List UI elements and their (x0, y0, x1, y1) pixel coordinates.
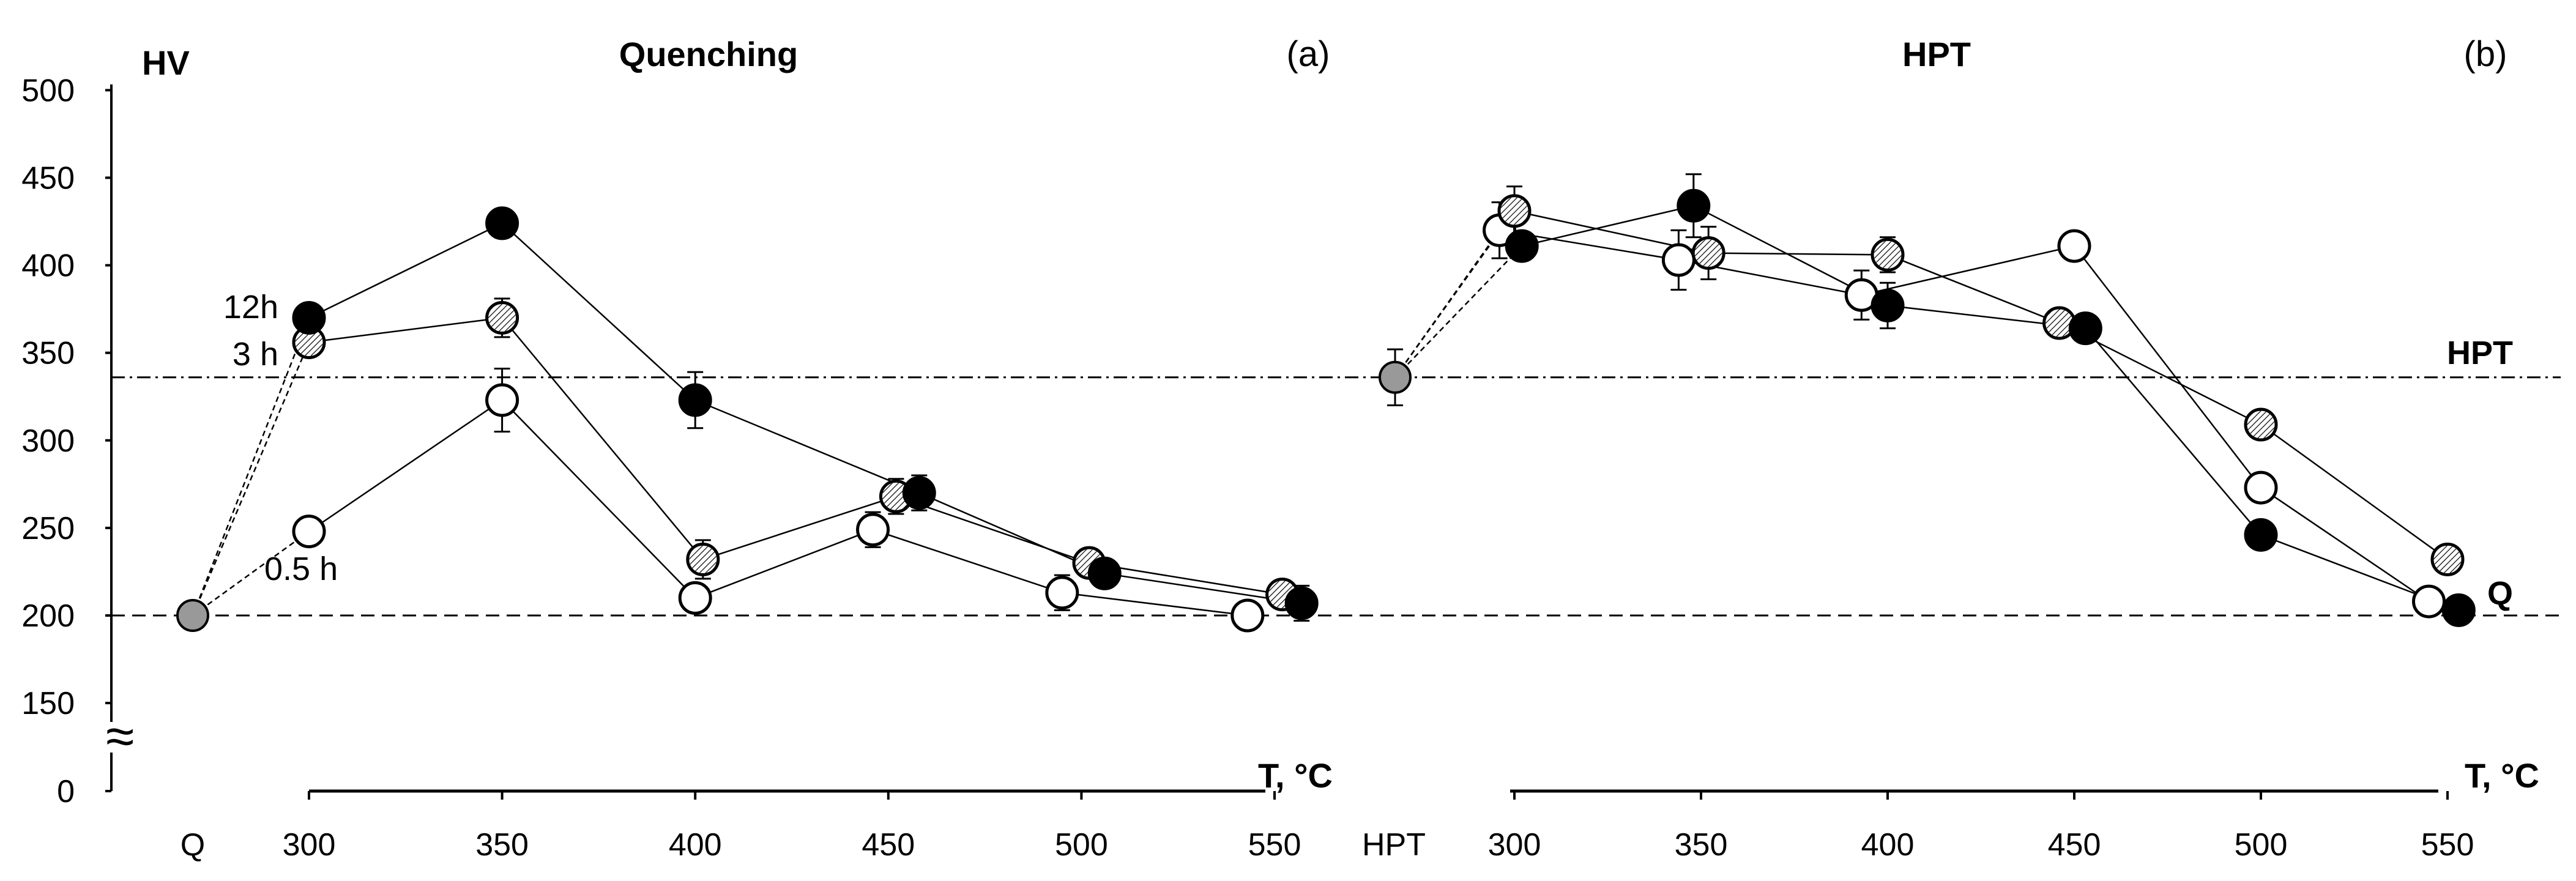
point-hatch-b-3h-5 (2433, 545, 2462, 573)
y-tick-label-200: 200 (21, 598, 75, 634)
x-tick-label-a-350: 350 (475, 827, 529, 863)
series-line-a-05h (308, 399, 1248, 617)
start-connector-b-12h (1394, 245, 1523, 378)
point-a-05h-3 (856, 513, 890, 547)
markers-layer (176, 188, 2476, 633)
panel-a-label: (a) (1287, 34, 1330, 74)
series-line-a-12h (308, 222, 1302, 604)
x-axis-label-b: T, °C (2465, 756, 2539, 795)
point-b-05h-5 (2412, 584, 2446, 619)
point-a-05h-0 (292, 515, 326, 549)
y-tick-label-500: 500 (21, 73, 75, 108)
x-tick-label-b-300: 300 (1488, 827, 1541, 863)
y-tick-label-0: 0 (57, 774, 75, 809)
panel-a-title: Quenching (619, 35, 798, 73)
x-tick-label-a-500: 500 (1055, 827, 1108, 863)
reference-label-q: Q (2487, 575, 2513, 612)
start-connector-b-05h (1394, 229, 1500, 378)
y-tick-label-150: 150 (21, 686, 75, 721)
point-b-05h-3 (2057, 229, 2091, 263)
point-b-12h-3 (2068, 311, 2102, 346)
point-hatch-b-3h-4 (2247, 411, 2275, 439)
point-b-12h-1 (1677, 188, 1711, 223)
x-axis-label-a: T, °C (1258, 756, 1333, 795)
point-a-05h-2 (678, 581, 712, 615)
start-point-b (1379, 360, 1412, 394)
point-a-05h-4 (1045, 576, 1079, 610)
series-label-05h: 0.5 h (264, 551, 338, 587)
series-label-3h: 3 h (233, 336, 278, 373)
point-a-12h-2 (678, 383, 712, 417)
y-tick-label-350: 350 (21, 336, 75, 371)
x-tick-label-a-550: 550 (1248, 827, 1301, 863)
y-tick-label-250: 250 (21, 511, 75, 546)
x-tick-label-a-450: 450 (862, 827, 915, 863)
point-a-12h-0 (292, 300, 326, 335)
point-hatch-a-3h-2 (689, 545, 717, 573)
start-connector-a-05h (192, 530, 310, 617)
x-tick-label-b-500: 500 (2235, 827, 2288, 863)
point-a-05h-5 (1230, 598, 1265, 633)
y-tick-label-300: 300 (21, 423, 75, 459)
x-tick-label-b-450: 450 (2048, 827, 2101, 863)
series-line-b-12h (1521, 204, 2459, 611)
panel-b-label: (b) (2464, 34, 2507, 74)
y-tick-label-450: 450 (21, 161, 75, 196)
y-axis-label: HV (142, 43, 190, 82)
y-axis-break-symbol: ≈ (106, 707, 134, 765)
point-b-12h-5 (2441, 593, 2476, 627)
start-point-a (176, 599, 209, 632)
point-b-05h-4 (2244, 470, 2278, 505)
start-connector-a-3h (192, 342, 310, 616)
start-connector-a-12h (192, 318, 310, 616)
point-a-12h-1 (485, 206, 519, 240)
point-a-12h-3 (902, 476, 936, 510)
point-hatch-b-3h-0 (1500, 197, 1528, 225)
x-tick-label-a-400: 400 (669, 827, 722, 863)
text-layer: HV Quenching (a) HPT (b) ≈ T, °C T, °C Q… (21, 34, 2539, 863)
series-label-12h: 12h (223, 289, 278, 325)
point-hatch-b-3h-2 (1874, 240, 1902, 269)
point-hatch-b-3h-1 (1694, 239, 1722, 267)
y-tick-label-400: 400 (21, 248, 75, 284)
x-tick-label-a-300: 300 (283, 827, 336, 863)
point-a-12h-4 (1087, 556, 1122, 590)
point-hatch-a-3h-1 (488, 303, 516, 332)
x-tick-label-b-350: 350 (1675, 827, 1728, 863)
point-b-05h-1 (1661, 243, 1696, 277)
x-tick-label-b-550: 550 (2421, 827, 2474, 863)
point-a-05h-1 (485, 383, 519, 417)
series-line-b-3h (1514, 210, 2448, 560)
point-b-12h-0 (1505, 229, 1539, 263)
start-label-a: Q (181, 827, 205, 863)
panel-b-title: HPT (1902, 35, 1971, 73)
reference-label-hpt: HPT (2447, 335, 2513, 371)
x-tick-label-b-400: 400 (1861, 827, 1915, 863)
reference-lines-layer (111, 376, 2561, 617)
series-line-b-05h (1499, 229, 2430, 603)
point-hatch-a-3h-0 (295, 329, 323, 357)
series-line-a-3h (308, 317, 1282, 595)
point-b-12h-4 (2244, 518, 2278, 552)
axes-layer (105, 84, 2438, 793)
point-b-12h-2 (1871, 288, 1905, 322)
point-hatch-b-3h-3 (2046, 309, 2074, 337)
start-label-b: HPT (1362, 827, 1426, 863)
series-layer (192, 173, 2459, 622)
point-a-12h-5 (1284, 586, 1319, 620)
